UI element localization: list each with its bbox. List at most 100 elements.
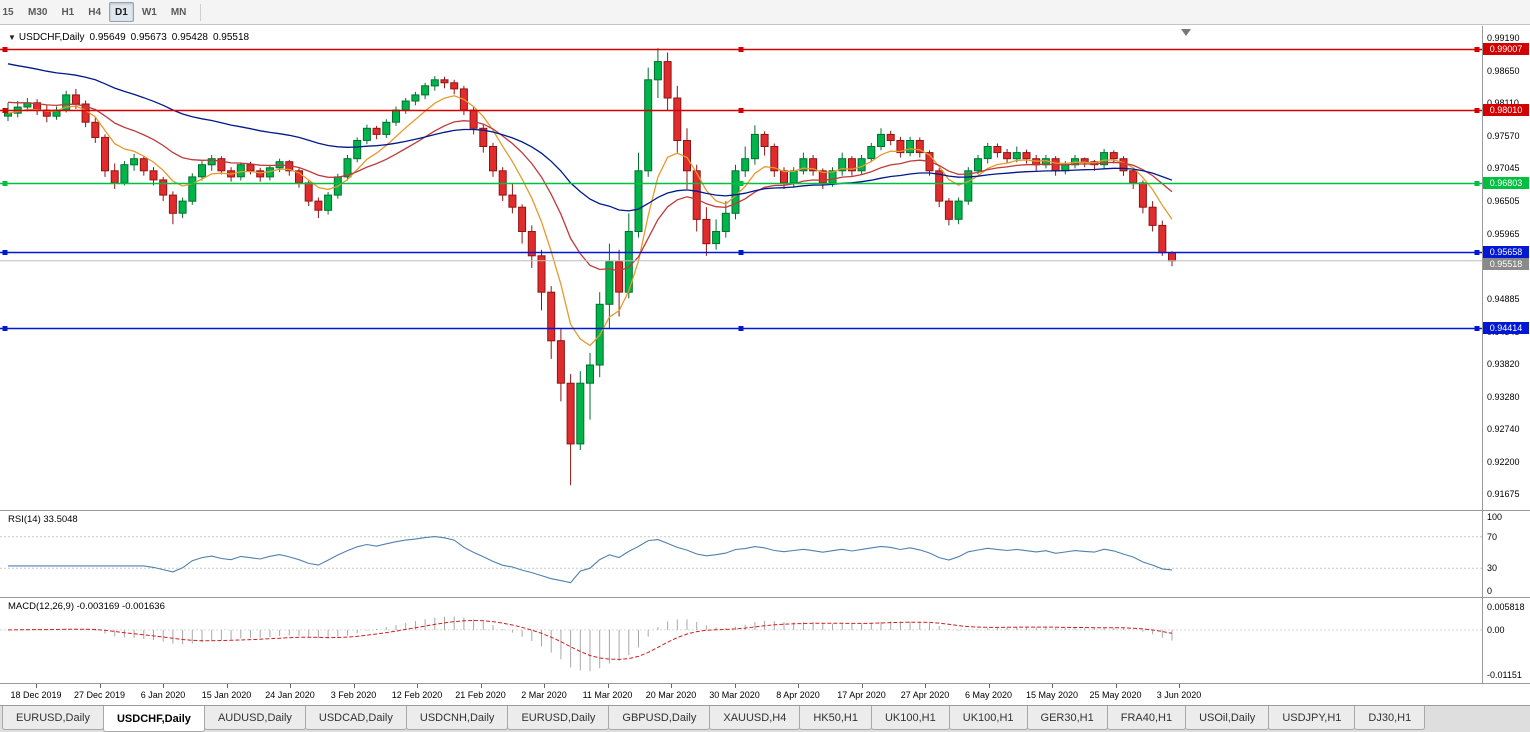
rsi-axis[interactable]: 100 70 30 0: [1483, 511, 1530, 597]
rsi-axis-label: 100: [1487, 512, 1503, 522]
date-tick: [988, 684, 990, 688]
rsi-axis-label: 30: [1487, 563, 1498, 574]
chart-tab-uk100-h1[interactable]: UK100,H1: [870, 706, 950, 730]
rsi-line: [8, 536, 1173, 584]
macd-axis[interactable]: 0.005818 0.00 -0.01151: [1483, 598, 1530, 683]
date-axis-label: 17 Apr 2020: [837, 690, 886, 700]
date-axis-label: 25 May 2020: [1089, 690, 1142, 700]
rsi-axis-label: 70: [1487, 531, 1498, 542]
chart-tab-fra40-h1[interactable]: FRA40,H1: [1106, 706, 1187, 730]
chart-tab-uk100-h1[interactable]: UK100,H1: [948, 706, 1028, 730]
timeframe-button-mn[interactable]: MN: [170, 6, 187, 18]
date-axis-label: 3 Jun 2020: [1156, 690, 1202, 700]
date-tick: [417, 684, 418, 688]
chart-symbol-label: USDCHF,Daily: [18, 32, 85, 43]
ohlc-low-value: 0.95428: [171, 32, 208, 43]
price-axis-label: 0.98110: [1487, 98, 1519, 108]
date-axis-label: 27 Apr 2020: [900, 690, 950, 700]
date-axis-label: 11 Mar 2020: [582, 690, 633, 700]
date-axis-label: 12 Feb 2020: [391, 690, 443, 700]
chart-tab-xauusd-h4[interactable]: XAUUSD,H4: [709, 706, 801, 730]
rsi-axis-label: 0: [1487, 586, 1493, 596]
date-tick: [290, 684, 291, 688]
macd-signal-line: [7, 619, 1173, 660]
date-axis-label: 30 Mar 2020: [709, 690, 760, 700]
timeframe-button-h1[interactable]: H1: [61, 6, 75, 18]
horizontal-line-0.95658[interactable]: [0, 250, 1482, 255]
timeframe-button-h4[interactable]: H4: [88, 6, 102, 18]
price-axis-label: 0.94885: [1487, 294, 1520, 305]
date-axis-label: 2 Mar 2020: [521, 690, 567, 700]
date-tick: [734, 684, 736, 688]
date-axis-label: 27 Dec 2019: [73, 690, 126, 700]
date-tick: [1052, 684, 1053, 688]
date-tick: [1179, 684, 1180, 688]
timeframe-button-15[interactable]: 15: [2, 6, 14, 18]
date-tick: [671, 684, 672, 688]
date-axis-label: 20 Mar 2020: [645, 690, 697, 700]
chart-tab-usdjpy-h1[interactable]: USDJPY,H1: [1268, 706, 1356, 730]
price-axis-label: 0.99190: [1487, 32, 1520, 43]
date-tick: [163, 684, 164, 688]
toolbar-separator: [200, 3, 202, 21]
candlestick-chart[interactable]: [0, 26, 1482, 510]
hline-price-tag: 0.94414: [1483, 321, 1529, 334]
chart-tab-eurusd-daily[interactable]: EURUSD,Daily: [507, 706, 610, 730]
macd-axis-label: 0.00: [1487, 624, 1505, 635]
hline-price-tag: 0.95658: [1483, 246, 1529, 259]
main-chart-panel[interactable]: ▼ USDCHF,Daily 0.95649 0.95673 0.95428 0.9551…: [0, 26, 1530, 510]
chart-tab-usoil-daily[interactable]: USOil,Daily: [1185, 706, 1270, 730]
horizontal-line-0.99007[interactable]: [0, 47, 1482, 52]
date-axis-label: 24 Jan 2020: [265, 690, 315, 700]
price-axis-label: 0.93820: [1487, 358, 1520, 369]
hline-price-tag: 0.99007: [1483, 42, 1529, 55]
date-tick: [226, 684, 228, 688]
price-axis-label: 0.97570: [1487, 131, 1520, 142]
date-axis-label: 15 Jan 2020: [201, 690, 252, 700]
date-tick: [1115, 684, 1117, 688]
chart-tab-ger30-h1[interactable]: GER30,H1: [1026, 706, 1108, 730]
date-tick: [353, 684, 355, 688]
macd-indicator-panel[interactable]: MACD(12,26,9) -0.003169 -0.001636 0.0058…: [0, 597, 1530, 683]
chart-tab-audusd-daily[interactable]: AUDUSD,Daily: [203, 706, 306, 730]
fast-ma-line: [7, 95, 1173, 347]
date-axis-label: 18 Dec 2019: [10, 690, 62, 700]
date-axis-label: 3 Feb 2020: [330, 690, 377, 700]
chart-tab-eurusd-daily[interactable]: EURUSD,Daily: [2, 706, 104, 730]
chart-tab-usdchf-daily[interactable]: USDCHF,Daily: [102, 706, 205, 732]
price-axis-label: 0.96505: [1487, 195, 1520, 206]
chart-title: ▼ USDCHF,Daily 0.95649 0.95673 0.95428 0.9551…: [8, 32, 254, 43]
timeframe-button-m30[interactable]: M30: [28, 6, 48, 18]
chart-tab-usdcnh-daily[interactable]: USDCNH,Daily: [405, 706, 509, 730]
horizontal-line-0.94414[interactable]: [0, 326, 1482, 331]
macd-label: MACD(12,26,9) -0.003169 -0.001636: [8, 601, 165, 612]
date-tick: [925, 684, 926, 688]
chart-tab-gbpusd-daily[interactable]: GBPUSD,Daily: [608, 706, 711, 730]
rsi-chart[interactable]: [0, 511, 1482, 597]
macd-chart[interactable]: [0, 598, 1482, 683]
macd-axis-label: -0.01151: [1487, 669, 1522, 680]
date-tick: [99, 684, 101, 688]
date-axis-label: 6 May 2020: [964, 690, 1013, 700]
chart-tab-dj30-h1[interactable]: DJ30,H1: [1354, 706, 1426, 730]
timeframe-button-w1[interactable]: W1: [141, 6, 157, 18]
ohlc-close-value: 0.95518: [212, 32, 250, 43]
ohlc-open-value: 0.95649: [89, 32, 126, 43]
date-axis-label: 21 Feb 2020: [455, 690, 506, 700]
price-axis[interactable]: 0.99190 0.98650 0.98110 0.97570 0.97045 0.965…: [1483, 26, 1530, 510]
price-axis-label: 0.92200: [1487, 457, 1520, 468]
slow-ma-line: [7, 63, 1173, 212]
rsi-indicator-panel[interactable]: RSI(14) 33.5048 100 70 30 0: [0, 510, 1530, 597]
timeframe-button-d1[interactable]: D1: [109, 2, 134, 22]
symbol-dropdown-icon[interactable]: ▼: [8, 33, 16, 42]
chart-shift-marker[interactable]: [1181, 29, 1191, 36]
horizontal-line-0.96803[interactable]: [0, 181, 1482, 186]
horizontal-line-0.98010[interactable]: [0, 108, 1482, 113]
date-tick: [36, 684, 37, 688]
date-tick: [544, 684, 545, 688]
price-axis-label: 0.95965: [1487, 228, 1520, 239]
chart-tab-hk50-h1[interactable]: HK50,H1: [799, 706, 872, 730]
date-axis[interactable]: 18 Dec 2019 27 Dec 2019 6 Jan 2020 15 Jan 2…: [0, 683, 1530, 705]
chart-tab-usdcad-daily[interactable]: USDCAD,Daily: [304, 706, 407, 730]
date-tick: [607, 684, 609, 688]
